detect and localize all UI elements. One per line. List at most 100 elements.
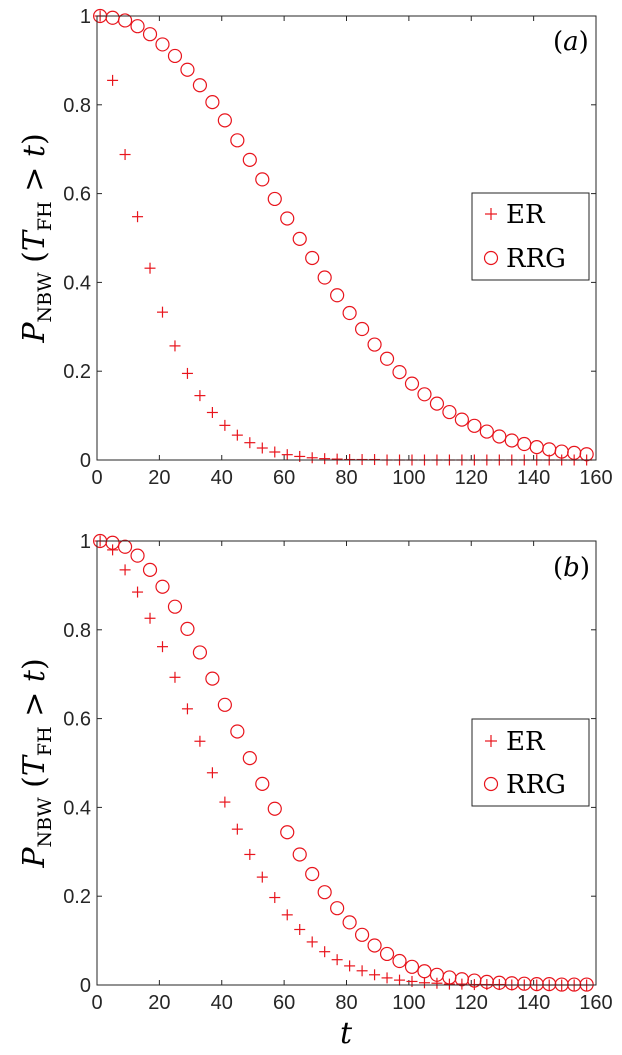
panel-a-plot-frame — [96, 15, 597, 461]
panel-a-rrg-point — [230, 133, 245, 148]
panel-a-x-tick-label: 80 — [335, 467, 357, 489]
panel-a-rrg-point — [317, 270, 332, 285]
panel-b-rrg-point — [367, 938, 382, 953]
panel-b-x-tick-labels: 0 20 40 60 80 100 120 140 160 — [91, 992, 612, 1014]
panel-a-rrg-point — [105, 10, 120, 25]
panel-a-rrg-point — [379, 351, 395, 366]
panel-a-er-point — [269, 446, 281, 458]
panel-a-x-tick-label: 60 — [273, 467, 295, 489]
panel-b-x-axis-title: t — [340, 1016, 353, 1051]
panel-b-rrg-point — [280, 825, 295, 840]
panel-a-rrg-point — [492, 429, 507, 444]
panel-a-er-point — [206, 406, 218, 418]
panel-b-er-point — [381, 972, 393, 984]
panel-b-rrg-point — [217, 697, 232, 712]
panel-a-x-tick-label: 100 — [392, 467, 425, 489]
panel-b-rrg-point — [155, 579, 170, 594]
panel-a-er-point — [132, 211, 144, 223]
panel-b-legend-er-label: ER — [506, 727, 546, 757]
panel-b-er-point — [269, 892, 281, 904]
panel-a-rrg-point — [180, 62, 195, 77]
panel-a-rrg-point — [404, 376, 420, 391]
panel-b-er-point — [169, 671, 181, 683]
panel-b-rrg-point — [142, 562, 158, 577]
panel-b-x-tick-label: 100 — [392, 992, 425, 1014]
panel-b-rrg-point — [404, 959, 420, 974]
panel-b-er-point — [119, 564, 131, 576]
panel-b-er-point — [206, 767, 218, 779]
panel-a-er-point — [256, 442, 268, 454]
panel-a-rrg-point — [192, 78, 208, 93]
panel-a-rrg-point — [529, 440, 544, 455]
panel-a-er-point — [119, 149, 131, 161]
panel-b-legend-er-marker — [485, 735, 497, 747]
panel-a-x-tick-labels: 0 20 40 60 80 100 120 140 160 — [91, 467, 612, 489]
panel-a-y-tick-label: 0.4 — [63, 272, 91, 294]
panel-b-rrg-series — [93, 533, 594, 992]
panel-a-er-point — [169, 340, 181, 352]
panel-a-legend-rrg-label: RRG — [506, 244, 566, 274]
panel-b-x-tick-label: 80 — [335, 992, 357, 1014]
panel-a-legend: ER RRG — [471, 192, 590, 281]
panel-b-rrg-point — [255, 776, 270, 791]
panel-b-er-point — [231, 823, 243, 835]
panel-a-x-tick-label: 120 — [455, 467, 488, 489]
panel-a-rrg-point — [442, 404, 457, 420]
panel-a-x-tick-label: 0 — [91, 467, 102, 489]
panel-a-y-tick-label: 0 — [80, 450, 91, 472]
panel-a-er-point — [144, 262, 156, 274]
panel-a-rrg-point — [367, 337, 382, 352]
panel-a-rrg-point — [330, 288, 345, 303]
panel-b-er-point — [356, 965, 368, 977]
panel-b-rrg-point — [117, 539, 133, 554]
panel-a-rrg-point — [354, 321, 370, 337]
panel-b-rrg-point — [267, 801, 282, 816]
panel-a-er-point — [231, 429, 243, 441]
panel-b-rrg-point — [192, 645, 208, 660]
panel-a-er-point — [281, 449, 293, 461]
panel-a-rrg-point — [242, 152, 257, 167]
panel-b-x-tick-label: 140 — [517, 992, 550, 1014]
panel-a-rrg-point — [342, 305, 357, 321]
panel-b-rrg-point — [330, 901, 345, 916]
panel-a-er-point — [194, 390, 206, 402]
panel-b-er-point — [107, 544, 119, 556]
panel-b-y-tick-label: 0.2 — [63, 886, 91, 908]
panel-a-legend-er-marker — [485, 208, 497, 220]
panel-b-er-point — [306, 936, 318, 948]
panel-a-er-point — [181, 367, 193, 379]
panel-a-rrg-point — [255, 172, 270, 187]
panel-b-x-tick-label: 160 — [579, 992, 612, 1014]
panel-a-er-point — [156, 306, 168, 318]
panel-a-x-tick-label: 40 — [211, 467, 233, 489]
panel-b-legend-rrg-label: RRG — [506, 770, 566, 800]
panel-b-er-point — [319, 946, 331, 958]
panel-b-y-tick-label: 0.8 — [63, 620, 91, 642]
panel-a-x-tick-label: 20 — [148, 467, 170, 489]
panel-b-rrg-point — [167, 599, 183, 614]
panel-b-er-point — [244, 848, 256, 860]
panel-b-x-tick-label: 120 — [455, 992, 488, 1014]
panel-a-legend-rrg-marker — [483, 250, 499, 266]
panel-a-rrg-point — [292, 231, 307, 246]
panel-b-legend-rrg-marker — [483, 776, 499, 792]
panel-b-rrg-point — [180, 621, 195, 637]
panel-b-er-point — [331, 954, 343, 966]
panel-a-er-point — [107, 74, 119, 86]
panel-b-x-tick-label: 40 — [211, 992, 233, 1014]
panel-a-rrg-point — [579, 447, 594, 462]
panel-b-er-point — [418, 977, 430, 989]
panel-b-er-point — [344, 960, 356, 972]
panel-a-er-point — [331, 453, 343, 465]
panel-a-rrg-point — [142, 27, 158, 42]
panel-b-rrg-point — [342, 915, 357, 930]
panel-a-rrg-point — [392, 364, 407, 380]
panel-a-rrg-point — [504, 433, 519, 448]
panel-a-rrg-point — [417, 387, 432, 402]
panel-b-y-tick-label: 0 — [80, 975, 91, 997]
panel-a-rrg-point — [130, 19, 145, 34]
panel-b-er-point — [369, 969, 381, 981]
panel-b-rrg-point — [292, 847, 307, 862]
panel-b-y-tick-label: 0.6 — [63, 709, 91, 731]
